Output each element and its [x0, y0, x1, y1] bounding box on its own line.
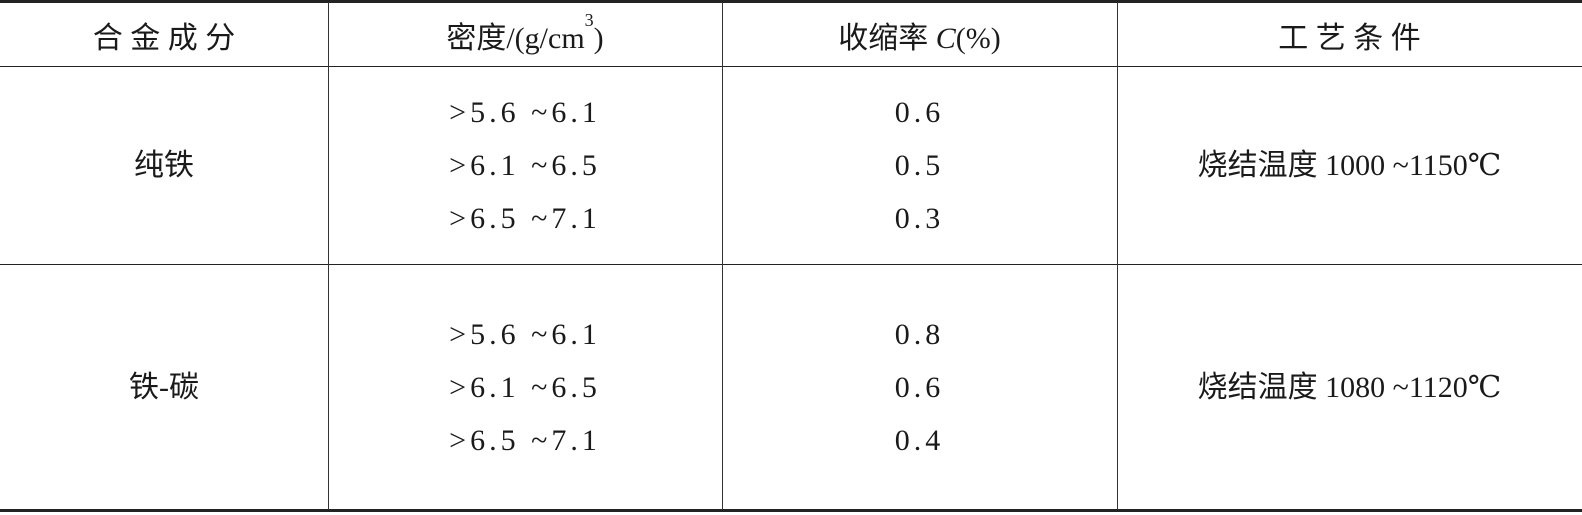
- shrinkage-value: 0.4: [894, 423, 945, 457]
- alloy-cell: 纯铁: [0, 67, 328, 264]
- header-part: C: [935, 21, 956, 55]
- alloy: 铁-碳: [129, 370, 199, 404]
- shrinkage-value: 0.6: [894, 370, 945, 404]
- header-text: 合 金 成 分: [93, 13, 236, 57]
- alloy-cell: 铁-碳: [0, 265, 328, 509]
- header-cell: 收缩率 C(%): [722, 3, 1117, 66]
- header-cell: 密度/(g/cm3): [328, 3, 722, 66]
- header-part: 3: [584, 9, 594, 30]
- shrinkage-value: 0.3: [894, 202, 945, 235]
- density-cell: >5.6 ~6.1 >6.1 ~6.5 >6.5 ~7.1: [328, 265, 722, 509]
- shrinkage-value: 0.5: [894, 149, 945, 182]
- header-part: (%): [955, 21, 1001, 55]
- shrinkage-cell: 0.8 0.6 0.4: [722, 265, 1117, 509]
- shrinkage-value: 0.8: [894, 317, 945, 351]
- process-cell: 烧结温度 1000 ~1150℃: [1117, 67, 1582, 264]
- process-cell: 烧结温度 1080 ~1120℃: [1117, 265, 1582, 509]
- row-rule: [0, 264, 1582, 265]
- column-rule: [1117, 2, 1118, 510]
- density-range: >6.1 ~6.5: [449, 370, 601, 404]
- bottom-border: [0, 509, 1582, 512]
- process: 烧结温度 1080 ~1120℃: [1197, 370, 1502, 404]
- header-cell: 合 金 成 分: [0, 3, 328, 66]
- density-range: >6.5 ~7.1: [449, 423, 601, 457]
- column-rule: [722, 2, 723, 510]
- alloy: 纯铁: [134, 149, 194, 182]
- header-part: 收缩率: [838, 21, 936, 55]
- header-text: 密度/(g/cm3): [446, 9, 604, 57]
- header-text: 收缩率 C(%): [838, 13, 1001, 57]
- header-part: ): [593, 21, 604, 55]
- column-rule: [328, 2, 329, 510]
- header-cell: 工 艺 条 件: [1117, 3, 1582, 66]
- top-border: [0, 0, 1582, 3]
- header-part: 密度/(g/cm: [446, 21, 585, 55]
- header-rule: [0, 66, 1582, 67]
- density-range: >5.6 ~6.1: [449, 96, 601, 129]
- shrinkage-value: 0.6: [894, 96, 945, 129]
- density-range: >6.5 ~7.1: [449, 202, 601, 235]
- header-text: 工 艺 条 件: [1278, 13, 1421, 57]
- header-part: 工 艺 条 件: [1278, 21, 1421, 55]
- header-part: 合 金 成 分: [92, 21, 236, 55]
- density-range: >6.1 ~6.5: [449, 149, 601, 182]
- density-cell: >5.6 ~6.1 >6.1 ~6.5 >6.5 ~7.1: [328, 67, 722, 264]
- shrinkage-cell: 0.6 0.5 0.3: [722, 67, 1117, 264]
- density-range: >5.6 ~6.1: [449, 317, 601, 351]
- process: 烧结温度 1000 ~1150℃: [1197, 149, 1502, 182]
